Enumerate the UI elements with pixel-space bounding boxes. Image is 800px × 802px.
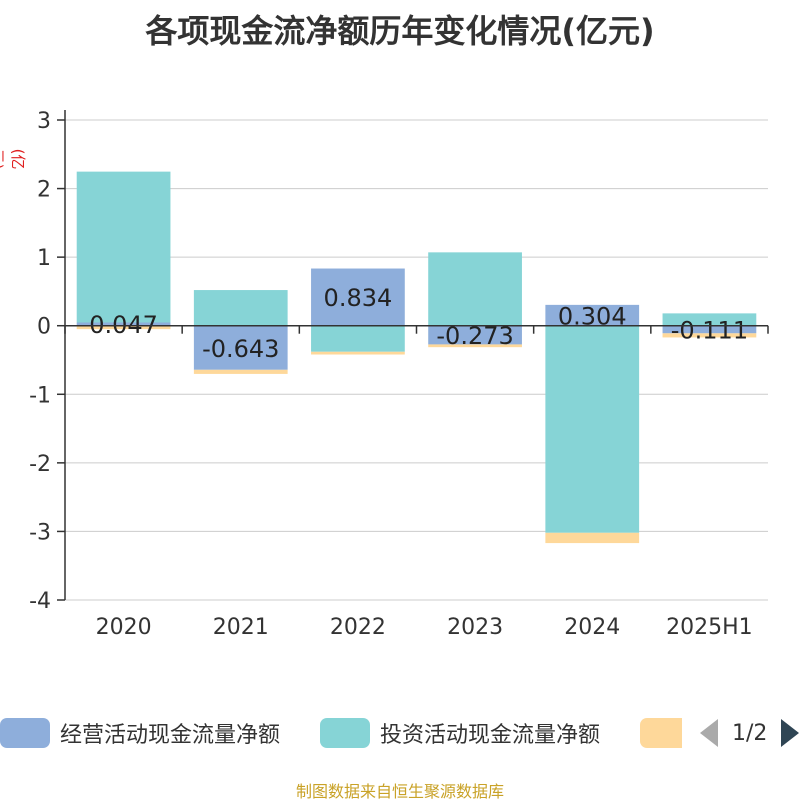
y-tick-label: -1: [29, 383, 51, 408]
legend-prev-icon[interactable]: [700, 719, 718, 747]
data-label-2025H1: -0.111: [671, 317, 748, 345]
y-tick-label: -2: [29, 452, 51, 477]
bar-1-2023: [428, 252, 522, 326]
bar-2-2024: [545, 532, 640, 544]
y-tick-label: 1: [37, 246, 51, 271]
legend-item-third[interactable]: [640, 718, 692, 748]
data-source-note: 制图数据来自恒生聚源数据库: [295, 782, 504, 801]
y-tick-label: -4: [29, 589, 51, 614]
bar-1-2020: [76, 171, 171, 323]
chart-title: 各项现金流净额历年变化情况(亿元): [145, 12, 655, 50]
legend-label-investing: 投资活动现金流量净额: [380, 723, 601, 748]
stacked-bar-chart: 3210-1-2-3-40.047-0.6430.834-0.2730.304-…: [29, 109, 769, 640]
y-tick-label: 2: [37, 178, 51, 203]
legend-item-investing[interactable]: 投资活动现金流量净额: [320, 718, 600, 748]
data-label-2023: -0.273: [436, 322, 513, 350]
bar-1-2025H1: [662, 313, 757, 326]
bar-0-2025H1: [662, 325, 757, 334]
x-tick-label: 2023: [447, 615, 503, 640]
bar-1-2022: [311, 325, 405, 352]
bar-2-2025H1: [662, 333, 757, 338]
data-label-2022: 0.834: [324, 284, 393, 312]
bar-0-2021: [193, 325, 288, 370]
bar-2-2021: [193, 369, 288, 374]
legend: 经营活动现金流量净额 投资活动现金流量净额 1/2: [0, 716, 800, 752]
x-tick-label: 2025H1: [666, 615, 753, 640]
y-tick-label: -3: [29, 520, 51, 545]
bar-2-2022: [311, 351, 405, 355]
x-tick-label: 2022: [330, 615, 386, 640]
y-tick-label: 3: [37, 109, 51, 134]
bar-0-2024: [545, 304, 640, 326]
y-tick-label: 0: [37, 315, 51, 340]
x-tick-label: 2024: [564, 615, 620, 640]
x-tick-label: 2020: [96, 615, 152, 640]
legend-swatch-investing: [320, 718, 370, 748]
bar-2-2023: [428, 344, 522, 348]
legend-page-indicator: 1/2: [732, 720, 768, 746]
legend-label-operating: 经营活动现金流量净额: [60, 723, 281, 748]
legend-swatch-third: [640, 718, 682, 748]
bar-1-2021: [193, 290, 288, 326]
legend-next-icon[interactable]: [781, 719, 800, 747]
data-label-2021: -0.643: [202, 335, 279, 363]
legend-pager: 1/2: [700, 718, 800, 748]
legend-swatch-operating: [0, 718, 50, 748]
bar-0-2020: [76, 322, 171, 326]
legend-item-operating[interactable]: 经营活动现金流量净额: [0, 718, 280, 748]
bar-0-2023: [428, 325, 522, 345]
bar-0-2022: [311, 268, 405, 326]
bar-1-2024: [545, 325, 640, 533]
x-tick-label: 2021: [213, 615, 269, 640]
bar-2-2020: [76, 325, 171, 330]
